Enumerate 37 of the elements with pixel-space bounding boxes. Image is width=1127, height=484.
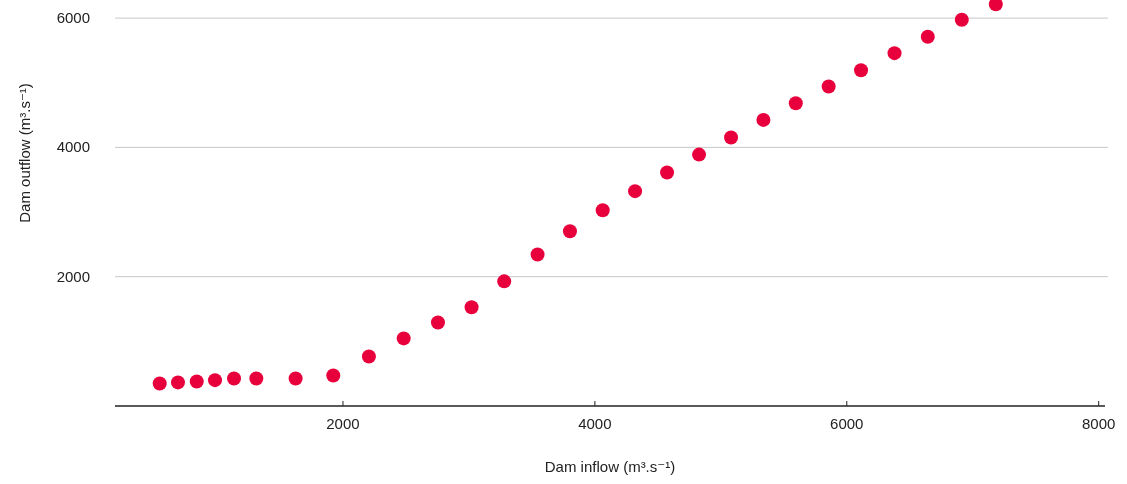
point [821, 79, 836, 94]
x-tick-label: 2000 [326, 415, 360, 432]
x-axis-title: Dam inflow (m³.s⁻¹) [544, 458, 676, 475]
point [756, 112, 771, 127]
point [887, 46, 902, 61]
point [724, 130, 739, 145]
point [920, 29, 935, 44]
point [288, 371, 303, 386]
point [396, 331, 411, 346]
point [170, 375, 185, 390]
point [660, 165, 675, 180]
point [692, 147, 707, 162]
y-tick-label: 4000 [56, 138, 90, 156]
point [595, 203, 610, 218]
point [208, 373, 223, 388]
point [430, 315, 445, 330]
point [249, 371, 264, 386]
point [854, 63, 869, 78]
point [152, 376, 167, 391]
point [530, 247, 545, 262]
point [361, 349, 376, 364]
point [988, 0, 1003, 12]
point [562, 224, 577, 239]
point [326, 368, 341, 383]
x-tick-label: 4000 [578, 415, 612, 432]
point [497, 274, 512, 289]
point [189, 374, 204, 389]
y-tick-label: 2000 [56, 267, 90, 285]
x-tick-label: 8000 [1082, 415, 1116, 432]
y-tick-label: 6000 [56, 9, 90, 27]
point [464, 300, 479, 315]
point [954, 12, 969, 27]
point [628, 184, 643, 199]
point [788, 96, 803, 111]
point [227, 371, 242, 386]
x-tick-label: 6000 [830, 415, 864, 432]
y-axis-title: Dam outflow (m³.s⁻¹) [16, 83, 33, 223]
